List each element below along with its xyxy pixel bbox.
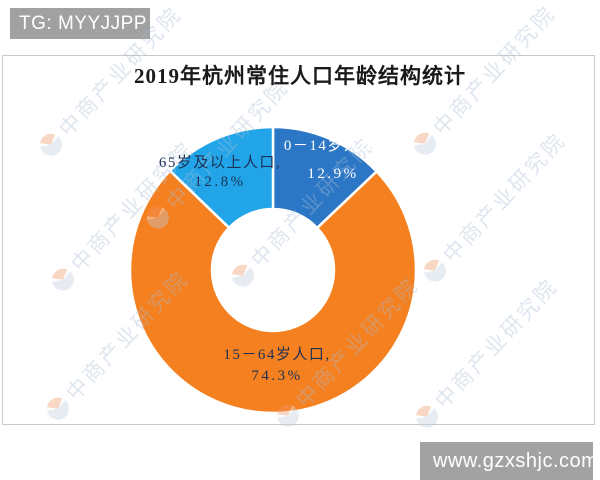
source-url-text: www.gzxshjc.com	[433, 449, 599, 472]
slice-label-65-plus: 65岁及以上人口, 12.8%	[150, 153, 290, 191]
source-url-badge: www.gzxshjc.com	[420, 442, 598, 480]
slice-label-65-plus-name: 65岁及以上人口,	[158, 155, 282, 171]
slice-label-65-plus-percent: 12.8%	[194, 174, 246, 190]
slice-label-0-14-name: 0－14岁人口,	[283, 138, 383, 154]
slice-label-15-64: 15－64岁人口, 74.3%	[192, 344, 362, 385]
slice-label-0-14-percent: 12.9%	[307, 166, 359, 182]
watermark-tag-text: TG: MYYJJPP	[19, 12, 147, 34]
watermark-tag-badge: TG: MYYJJPP	[10, 8, 150, 39]
chart-title: 2019年杭州常住人口年龄结构统计	[134, 64, 466, 88]
slice-label-15-64-percent: 74.3%	[251, 368, 303, 384]
donut-slice-2	[168, 125, 275, 230]
slice-label-0-14: 0－14岁人口, 12.9%	[258, 134, 408, 183]
slice-label-15-64-name: 15－64岁人口,	[223, 347, 331, 363]
donut-slice-1	[128, 169, 418, 415]
